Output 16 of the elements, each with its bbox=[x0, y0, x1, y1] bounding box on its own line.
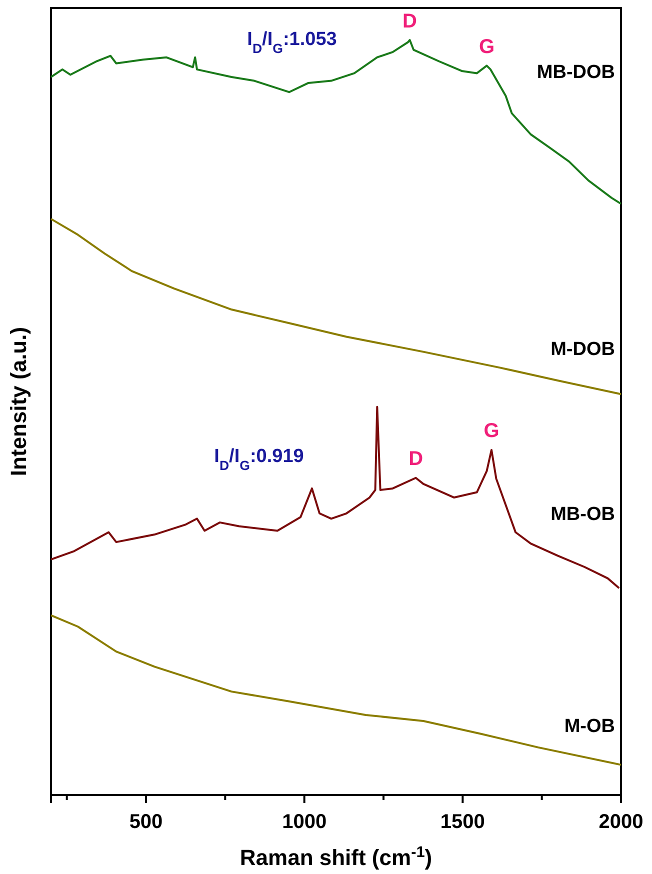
x-tick-label: 2000 bbox=[598, 811, 644, 833]
series-label: MB-DOB bbox=[536, 62, 615, 84]
series-label: M-OB bbox=[564, 716, 615, 738]
x-tick-label: 1000 bbox=[282, 811, 327, 833]
annotation: D bbox=[408, 448, 424, 470]
annotation: G bbox=[478, 36, 495, 58]
annotation: I$_{D}$/I$_{G}$:0.919 bbox=[214, 446, 304, 472]
y-axis-title: Intensity (a.u.) bbox=[6, 326, 31, 476]
x-axis-title: Raman shift (cm$^{-1}$) bbox=[240, 844, 432, 870]
annotation: I$_{D}$/I$_{G}$:1.053 bbox=[247, 29, 337, 56]
x-tick-label: 1500 bbox=[440, 811, 485, 833]
series-label: MB-OB bbox=[550, 504, 615, 526]
series-label: M-DOB bbox=[550, 339, 615, 360]
x-tick-label: 500 bbox=[129, 811, 163, 833]
annotation: G bbox=[484, 420, 500, 442]
annotation: D bbox=[402, 10, 418, 32]
